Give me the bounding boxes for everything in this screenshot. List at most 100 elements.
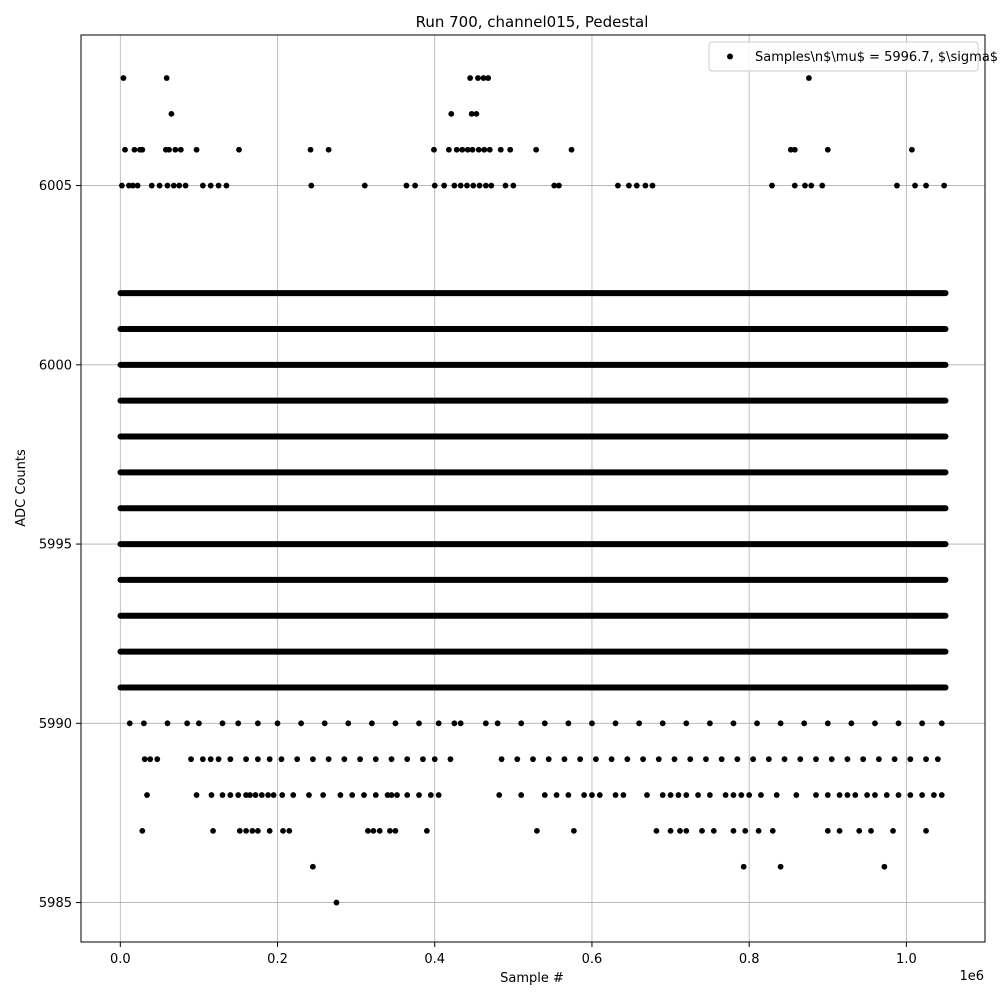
data-point	[392, 720, 399, 727]
data-point	[464, 146, 471, 153]
data-point	[286, 827, 293, 834]
legend-marker	[727, 53, 733, 60]
data-point	[530, 756, 536, 763]
data-point	[345, 720, 352, 727]
data-point	[642, 182, 649, 189]
dense-level-band	[117, 397, 949, 404]
data-point	[129, 182, 136, 189]
data-point	[308, 182, 315, 189]
data-point	[445, 146, 452, 153]
data-point	[545, 756, 552, 763]
data-point	[671, 756, 678, 763]
data-point	[875, 756, 882, 763]
data-point	[320, 792, 327, 798]
dense-level-band	[117, 505, 949, 512]
data-point	[387, 827, 393, 834]
data-point	[565, 720, 572, 727]
dense-level-band	[117, 612, 949, 619]
data-point	[695, 792, 701, 798]
scatter-points	[118, 75, 948, 906]
dense-sample-bands	[117, 290, 949, 691]
data-point	[494, 720, 501, 727]
x-tick-label: 0.6	[582, 952, 603, 967]
data-point	[208, 792, 215, 798]
data-point	[908, 146, 915, 153]
data-point	[923, 182, 929, 189]
data-point	[164, 720, 171, 727]
data-point	[592, 756, 599, 763]
data-point	[148, 182, 155, 189]
data-point	[649, 182, 656, 189]
data-point	[420, 756, 426, 763]
data-point	[309, 863, 316, 870]
dense-level-band	[117, 361, 949, 368]
data-point	[883, 792, 890, 798]
data-point	[813, 756, 819, 763]
dense-level-band	[117, 648, 949, 655]
data-point	[404, 756, 411, 763]
data-point	[754, 720, 760, 727]
data-point	[553, 792, 560, 798]
data-point	[321, 720, 328, 727]
dense-level-band	[117, 684, 949, 691]
data-point	[464, 182, 470, 189]
data-point	[227, 756, 234, 763]
data-point	[139, 146, 146, 153]
data-point	[376, 827, 383, 834]
data-point	[431, 146, 437, 153]
data-point	[467, 75, 474, 81]
data-point	[306, 792, 312, 798]
data-point	[923, 756, 929, 763]
data-point	[777, 720, 784, 727]
legend-label: Samples\n$\mu$ = 5996.7, $\sigma$ = 2.49	[755, 50, 1000, 65]
data-point	[166, 146, 172, 153]
data-point	[349, 792, 356, 798]
data-point	[551, 182, 558, 189]
data-point	[730, 720, 737, 727]
data-point	[758, 792, 764, 798]
data-point	[533, 146, 540, 153]
data-point	[868, 827, 874, 834]
y-tick-label: 5985	[39, 896, 72, 911]
data-point	[431, 182, 438, 189]
data-point	[894, 182, 900, 189]
plot-area-frame	[80, 34, 986, 943]
data-point	[496, 792, 503, 798]
data-point	[457, 182, 464, 189]
data-point	[596, 792, 603, 798]
data-point	[370, 827, 377, 834]
data-point	[502, 182, 509, 189]
data-point	[254, 827, 261, 834]
data-point	[710, 827, 717, 834]
data-point	[392, 827, 399, 834]
data-point	[435, 792, 442, 798]
data-point	[235, 792, 242, 798]
data-point	[172, 146, 179, 153]
data-point	[475, 75, 481, 81]
data-point	[683, 720, 690, 727]
data-point	[457, 720, 464, 727]
data-point	[556, 182, 562, 189]
data-point	[469, 146, 476, 153]
data-point	[614, 182, 621, 189]
data-point	[254, 720, 261, 727]
data-point	[824, 146, 831, 153]
data-point	[394, 792, 400, 798]
data-point	[659, 720, 666, 727]
data-point	[388, 792, 395, 798]
data-point	[806, 75, 812, 81]
data-point	[581, 792, 587, 798]
data-point	[864, 792, 870, 798]
data-point	[176, 182, 183, 189]
data-point	[624, 756, 631, 763]
data-point	[514, 756, 521, 763]
data-point	[265, 792, 271, 798]
data-point	[644, 792, 650, 798]
data-point	[667, 792, 674, 798]
data-point	[706, 720, 713, 727]
data-point	[431, 756, 438, 763]
data-point	[791, 146, 798, 153]
data-point	[626, 182, 632, 189]
